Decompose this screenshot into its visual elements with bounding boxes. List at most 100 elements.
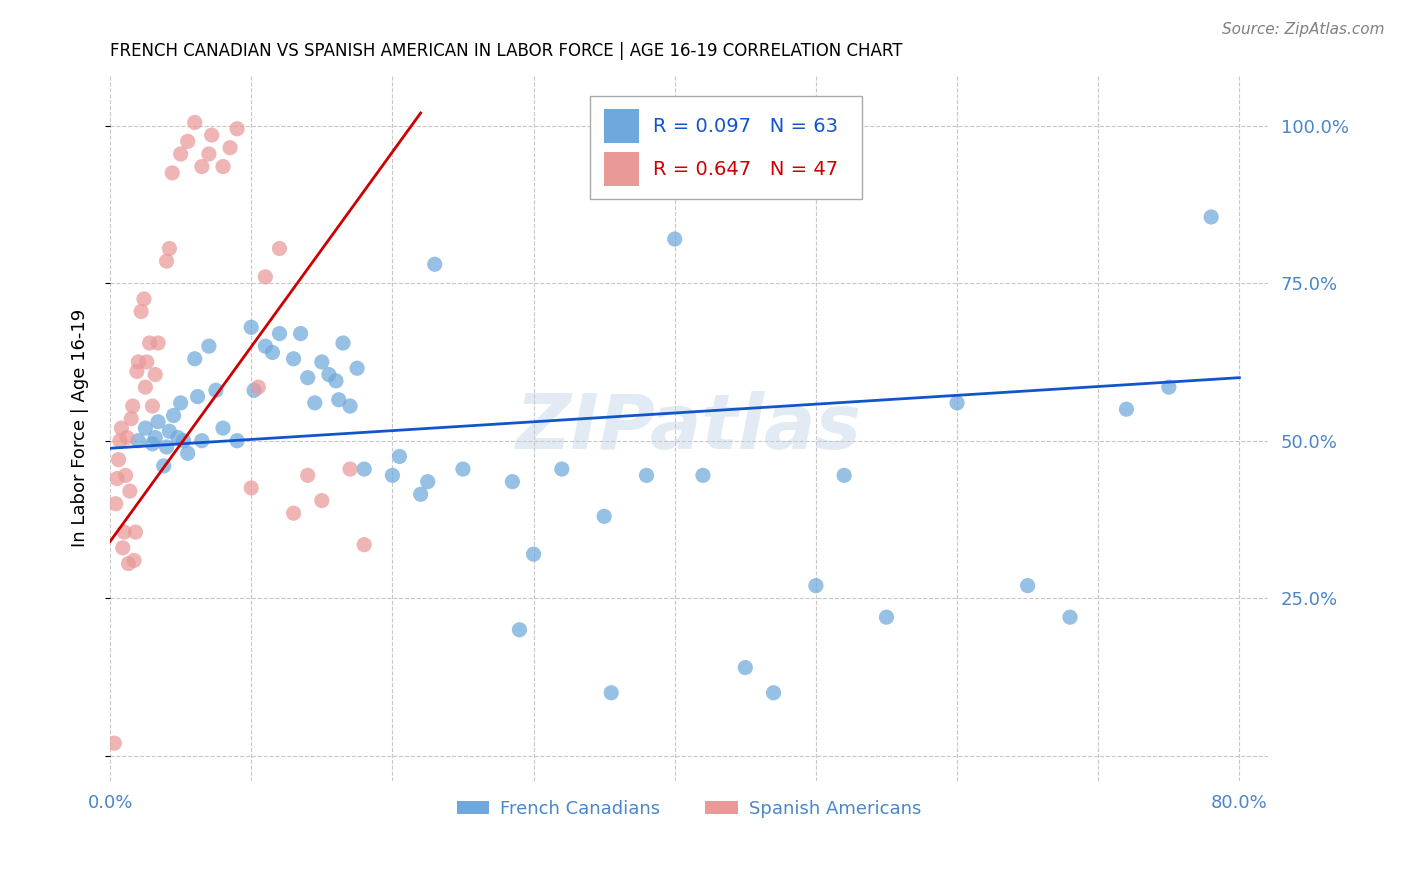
Point (127, 355, 149, 369)
Y-axis label: In Labor Force | Age 16-19: In Labor Force | Age 16-19 (72, 309, 89, 547)
Point (269, 326, 291, 341)
Point (339, 399, 361, 413)
Point (198, 147, 221, 161)
Point (115, 431, 138, 445)
Point (522, 547, 544, 561)
Point (141, 437, 163, 451)
Point (155, 440, 177, 454)
Point (832, 468, 855, 483)
Point (508, 623, 530, 637)
Point (283, 506, 305, 520)
Point (103, 736, 125, 750)
Point (226, 434, 249, 448)
Point (172, 434, 194, 448)
Point (381, 468, 404, 483)
Point (762, 686, 785, 700)
Point (600, 686, 623, 700)
FancyBboxPatch shape (591, 96, 862, 199)
Point (134, 380, 156, 394)
Point (129, 304, 152, 318)
Point (177, 134, 200, 148)
Point (105, 471, 128, 485)
Point (416, 475, 439, 489)
FancyBboxPatch shape (605, 109, 640, 143)
Point (664, 232, 686, 246)
Point (177, 446, 200, 460)
Point (593, 509, 616, 524)
Text: R = 0.647   N = 47: R = 0.647 N = 47 (652, 160, 838, 178)
Point (269, 242, 291, 256)
Point (946, 396, 969, 410)
Point (1059, 610, 1081, 624)
Point (240, 320, 263, 334)
Point (166, 431, 188, 445)
Point (120, 411, 142, 425)
Point (423, 257, 446, 271)
Point (110, 421, 132, 435)
Point (692, 468, 714, 483)
Point (107, 452, 129, 467)
Point (191, 160, 214, 174)
Point (297, 370, 319, 384)
Point (219, 141, 242, 155)
Point (124, 524, 146, 539)
Legend: French Canadians, Spanish Americans: French Canadians, Spanish Americans (450, 792, 928, 825)
Point (169, 396, 191, 410)
Point (143, 368, 166, 382)
Point (127, 434, 149, 448)
Point (311, 355, 333, 369)
Point (325, 374, 347, 388)
Point (346, 361, 368, 376)
Point (112, 524, 135, 539)
Point (262, 345, 284, 359)
Point (104, 497, 127, 511)
Point (198, 339, 221, 353)
Point (155, 254, 177, 268)
Point (283, 351, 305, 366)
Point (114, 468, 136, 483)
Point (328, 392, 350, 407)
Point (304, 396, 326, 410)
Point (152, 458, 174, 473)
Point (240, 481, 263, 495)
Point (254, 269, 277, 284)
Point (125, 364, 148, 378)
Point (157, 242, 180, 256)
Point (311, 493, 333, 508)
FancyBboxPatch shape (605, 153, 640, 186)
Point (117, 557, 139, 571)
Point (636, 468, 658, 483)
Point (451, 462, 474, 476)
Point (132, 292, 155, 306)
Point (162, 409, 184, 423)
Point (143, 431, 166, 445)
Point (169, 147, 191, 161)
Point (332, 336, 354, 351)
Point (122, 553, 145, 567)
Point (501, 475, 523, 489)
Point (1017, 579, 1039, 593)
Point (138, 336, 160, 351)
Point (297, 468, 319, 483)
Point (184, 115, 207, 129)
Point (135, 355, 157, 369)
Point (108, 434, 131, 448)
Point (160, 166, 183, 180)
Text: R = 0.097   N = 63: R = 0.097 N = 63 (652, 117, 838, 136)
Text: ZIPatlas: ZIPatlas (516, 391, 862, 465)
Point (191, 434, 214, 448)
Point (212, 160, 235, 174)
Point (1157, 380, 1180, 394)
Text: Source: ZipAtlas.com: Source: ZipAtlas.com (1222, 22, 1385, 37)
Point (226, 121, 249, 136)
Point (353, 462, 375, 476)
Point (243, 384, 266, 398)
Point (247, 380, 270, 394)
Point (187, 390, 209, 404)
Point (875, 610, 897, 624)
Point (111, 541, 134, 555)
Point (388, 450, 411, 464)
Point (134, 421, 156, 435)
Point (551, 462, 574, 476)
Point (353, 538, 375, 552)
